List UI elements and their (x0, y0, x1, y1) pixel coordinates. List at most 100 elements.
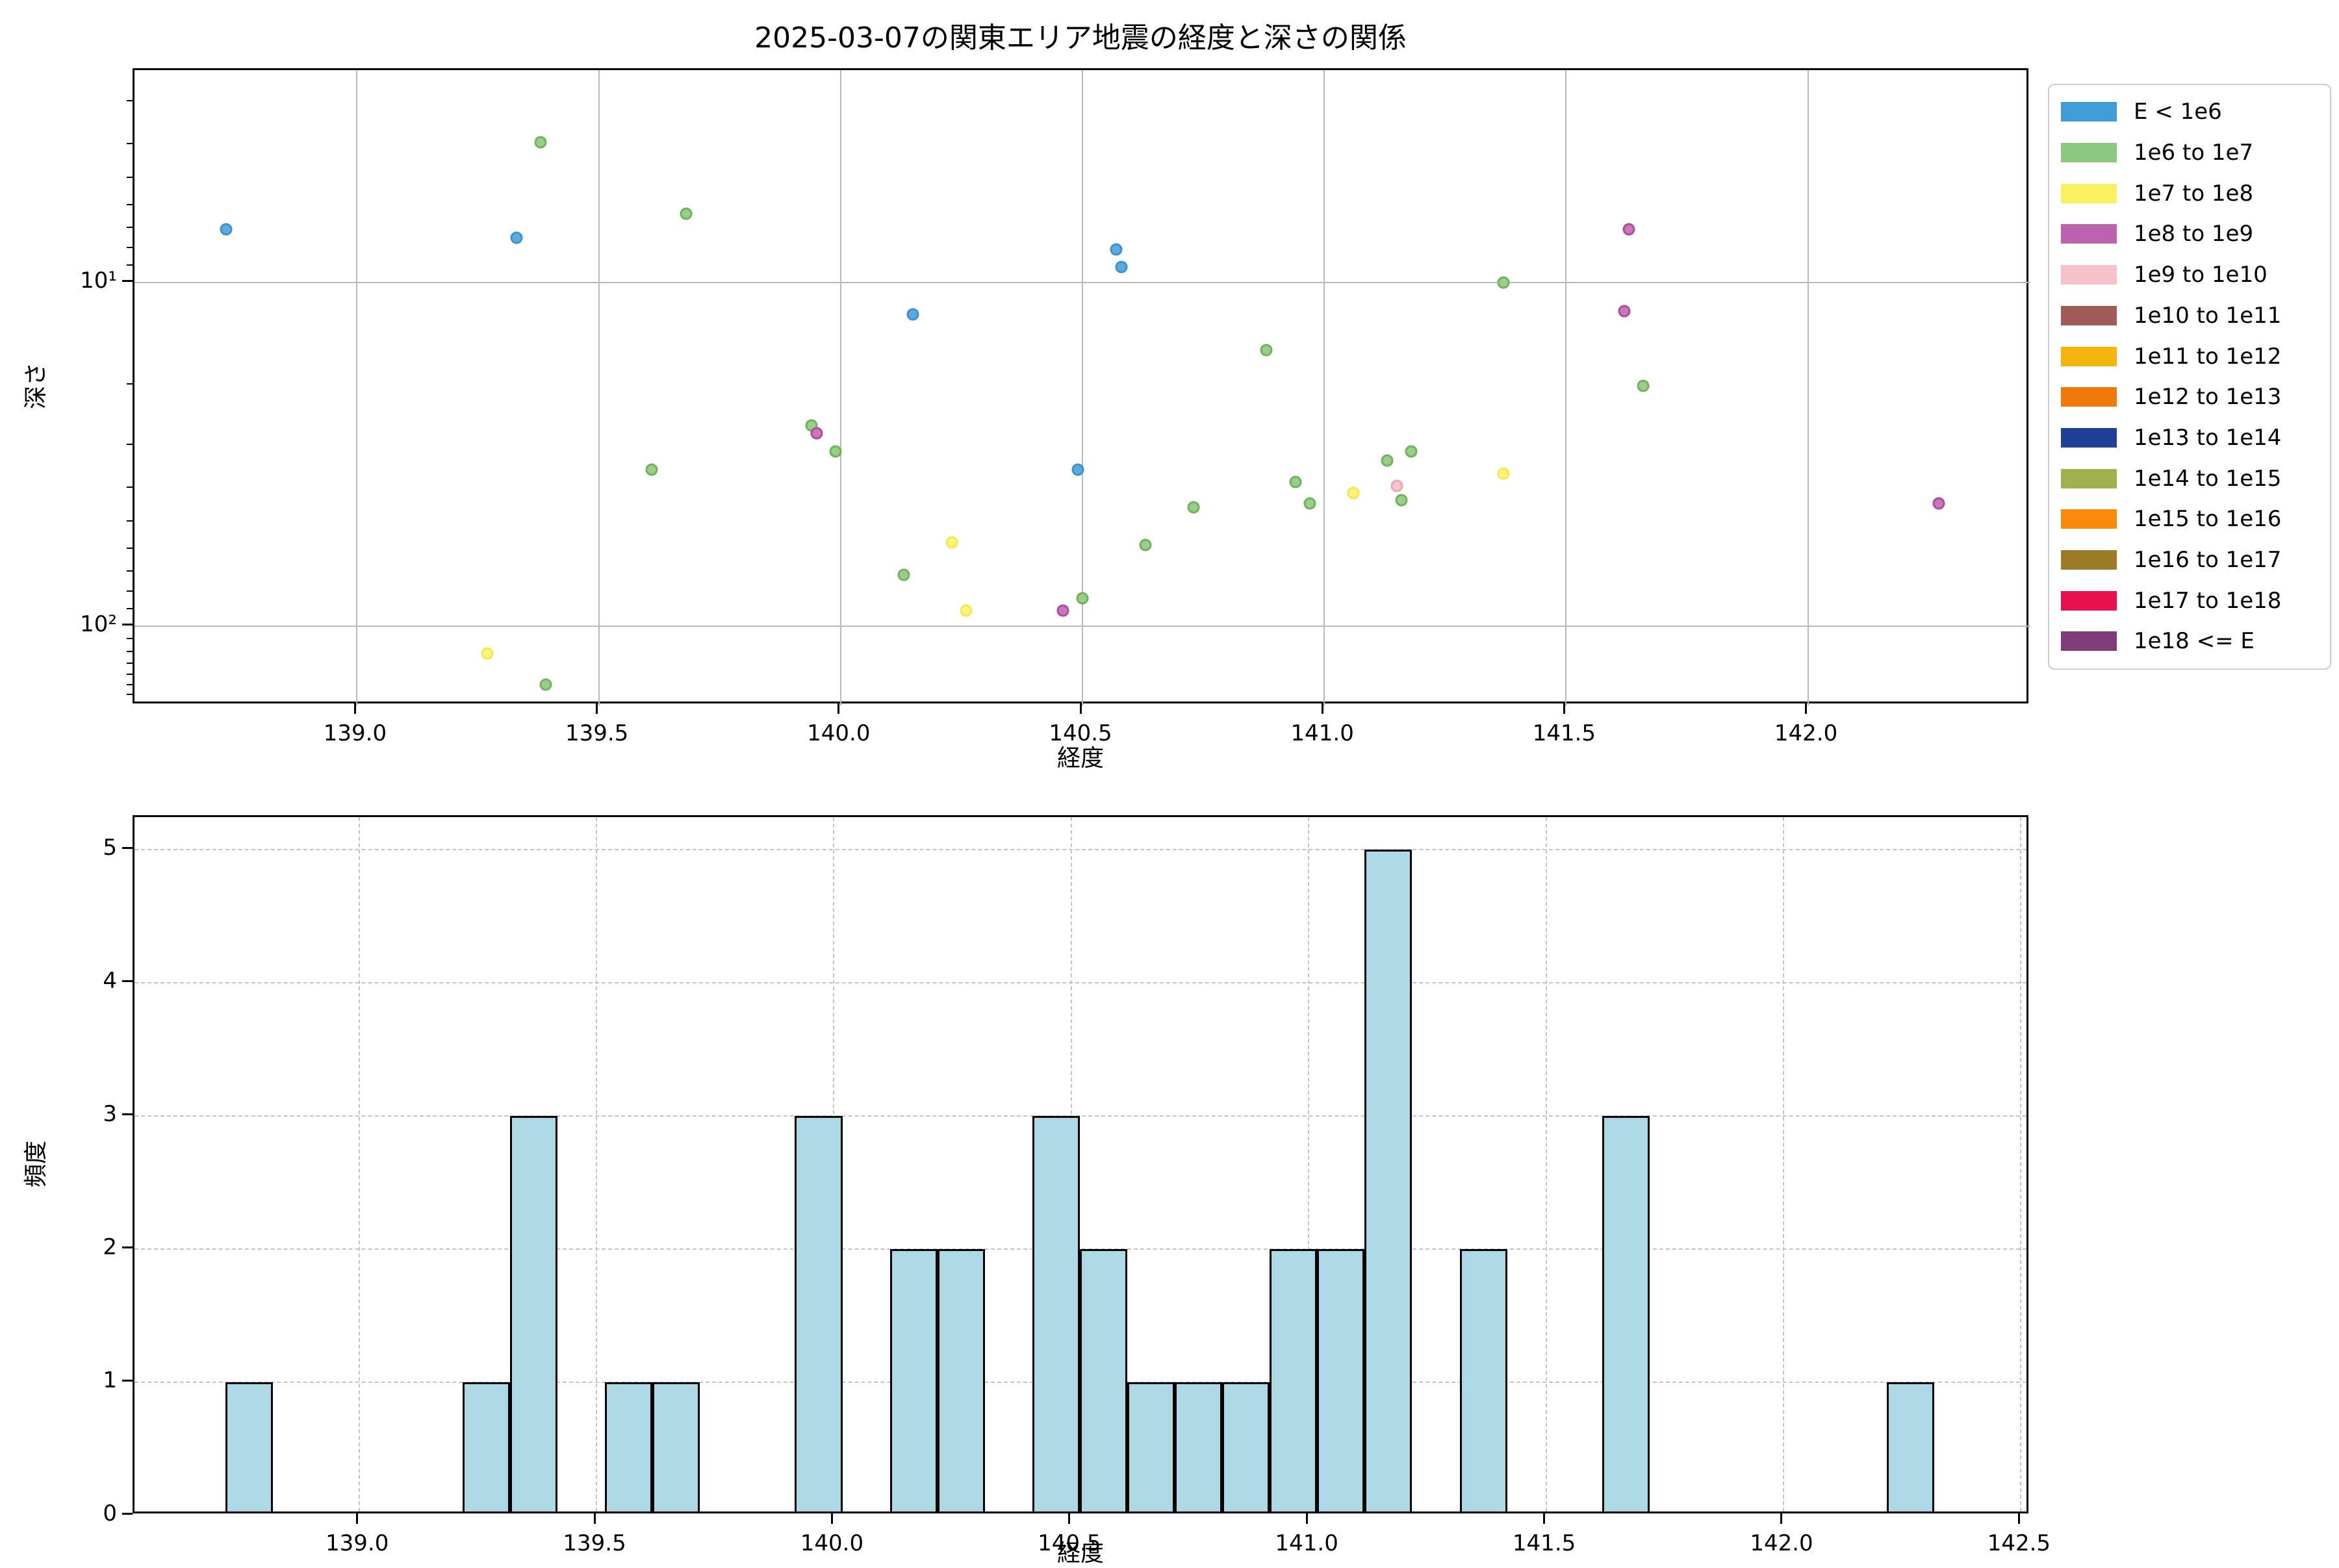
scatter-ytick-minor (127, 520, 133, 522)
legend-entry: 1e9 to 1e10 (2049, 262, 2330, 288)
scatter-point-E-1e6 (1115, 260, 1128, 273)
scatter-ytick-minor (127, 570, 133, 572)
legend-entry-label: E < 1e6 (2134, 99, 2222, 125)
hist-bar (1364, 850, 1412, 1513)
legend-entry: 1e18 <= E (2049, 628, 2330, 654)
scatter-point-1e7-to-1e8 (1497, 467, 1510, 480)
legend-entry: 1e8 to 1e9 (2049, 221, 2330, 247)
hist-xtick (830, 1513, 833, 1524)
legend-entry-label: 1e17 to 1e18 (2134, 587, 2282, 614)
hist-bar (652, 1382, 700, 1513)
legend-entry-label: 1e14 to 1e15 (2134, 465, 2282, 492)
hist-xtick (2017, 1513, 2020, 1524)
hist-xtick (1543, 1513, 1546, 1524)
legend-entry: 1e7 to 1e8 (2049, 181, 2330, 207)
scatter-point-1e7-to-1e8 (945, 536, 958, 549)
hist-ytick-label: 2 (103, 1234, 117, 1260)
scatter-point-1e6-to-1e7 (1497, 276, 1510, 289)
hist-bar (937, 1249, 985, 1513)
hist-bar (1032, 1116, 1080, 1513)
legend-entry-label: 1e9 to 1e10 (2134, 262, 2268, 288)
hist-gridline-y (134, 982, 2026, 983)
scatter-point-E-1e6 (906, 308, 919, 321)
hist-ytick (122, 980, 133, 982)
scatter-xtick (1563, 703, 1565, 714)
legend-swatch-icon (2061, 631, 2117, 651)
hist-bar (1175, 1382, 1223, 1513)
scatter-ytick-minor (127, 684, 133, 686)
hist-bar (510, 1116, 558, 1513)
scatter-gridline-x (839, 70, 841, 705)
scatter-ytick-minor (127, 227, 133, 229)
legend-swatch-icon (2061, 590, 2117, 611)
scatter-xtick-label: 141.0 (1290, 720, 1354, 746)
scatter-point-1e6-to-1e7 (829, 445, 842, 458)
legend-swatch-icon (2061, 387, 2117, 407)
legend-swatch-icon (2061, 224, 2117, 244)
scatter-point-1e6-to-1e7 (1260, 344, 1273, 357)
scatter-ytick-minor (127, 663, 133, 664)
hist-bar (1222, 1382, 1270, 1513)
scatter-xtick (1079, 703, 1082, 714)
scatter-ytick-label: 10¹ (80, 268, 117, 294)
legend-entry-label: 1e18 <= E (2134, 628, 2255, 655)
scatter-point-1e6-to-1e7 (1405, 445, 1418, 458)
legend-swatch-icon (2061, 102, 2117, 122)
scatter-xtick-label: 139.5 (565, 720, 629, 746)
scatter-gridline-x (1565, 70, 1567, 705)
legend-entry: 1e10 to 1e11 (2049, 303, 2330, 329)
scatter-ytick-minor (127, 383, 133, 385)
hist-ytick-label: 4 (103, 968, 117, 994)
scatter-xtick (1805, 703, 1808, 714)
scatter-xtick (596, 703, 598, 714)
hist-bar (1459, 1249, 1507, 1513)
scatter-point-1e7-to-1e8 (1347, 487, 1360, 499)
scatter-ytick-minor (127, 246, 133, 248)
scatter-gridline-x (1807, 70, 1809, 705)
scatter-xtick (837, 703, 840, 714)
hist-bar (605, 1382, 653, 1513)
scatter-point-1e6-to-1e7 (1303, 497, 1316, 510)
scatter-point-1e6-to-1e7 (1637, 379, 1650, 392)
scatter-xtick (353, 703, 356, 714)
legend-entry: 1e15 to 1e16 (2049, 506, 2330, 532)
chart-title: 2025-03-07の関東エリア地震の経度と深さの関係 (754, 21, 1407, 55)
scatter-gridline-x (1323, 70, 1325, 705)
scatter-xtick-label: 142.0 (1774, 720, 1838, 746)
legend-entry: 1e12 to 1e13 (2049, 384, 2330, 410)
scatter-point-1e6-to-1e7 (680, 207, 693, 220)
hist-bar (225, 1382, 273, 1513)
scatter-point-E-1e6 (510, 231, 523, 244)
legend: E < 1e6 1e6 to 1e7 1e7 to 1e8 1e8 to 1e9 1e9… (2048, 84, 2331, 670)
scatter-ytick-minor (127, 264, 133, 266)
scatter-ytick-minor (127, 607, 133, 609)
scatter-ytick-minor (127, 176, 133, 178)
hist-ytick (122, 1512, 133, 1515)
legend-swatch-icon (2061, 305, 2117, 325)
hist-gridline-x (596, 817, 598, 1511)
scatter-point-1e8-to-1e9 (1056, 604, 1069, 617)
hist-bar (795, 1116, 843, 1513)
hist-ytick-label: 3 (103, 1101, 117, 1127)
hist-xtick (356, 1513, 359, 1524)
legend-entry: 1e6 to 1e7 (2049, 140, 2330, 166)
hist-bar (1602, 1116, 1650, 1513)
scatter-gridline-y (134, 626, 2030, 627)
hist-xtick-label: 142.0 (1750, 1530, 1813, 1556)
scatter-point-1e6-to-1e7 (1381, 454, 1394, 467)
hist-bar (1317, 1249, 1365, 1513)
scatter-point-1e6-to-1e7 (1076, 592, 1089, 605)
hist-xtick (593, 1513, 596, 1524)
histogram-plot-area (133, 815, 2028, 1513)
hist-ytick (122, 1113, 133, 1115)
legend-entry-label: 1e6 to 1e7 (2134, 140, 2254, 166)
scatter-ytick-minor (127, 590, 133, 592)
hist-ytick (122, 1246, 133, 1248)
legend-swatch-icon (2061, 183, 2117, 203)
scatter-point-1e6-to-1e7 (897, 568, 910, 581)
scatter-point-1e6-to-1e7 (539, 678, 552, 691)
hist-xtick-label: 140.0 (800, 1530, 864, 1556)
hist-ytick-label: 0 (103, 1500, 117, 1526)
hist-gridline-x (1308, 817, 1310, 1511)
scatter-ytick-minor (127, 143, 133, 145)
